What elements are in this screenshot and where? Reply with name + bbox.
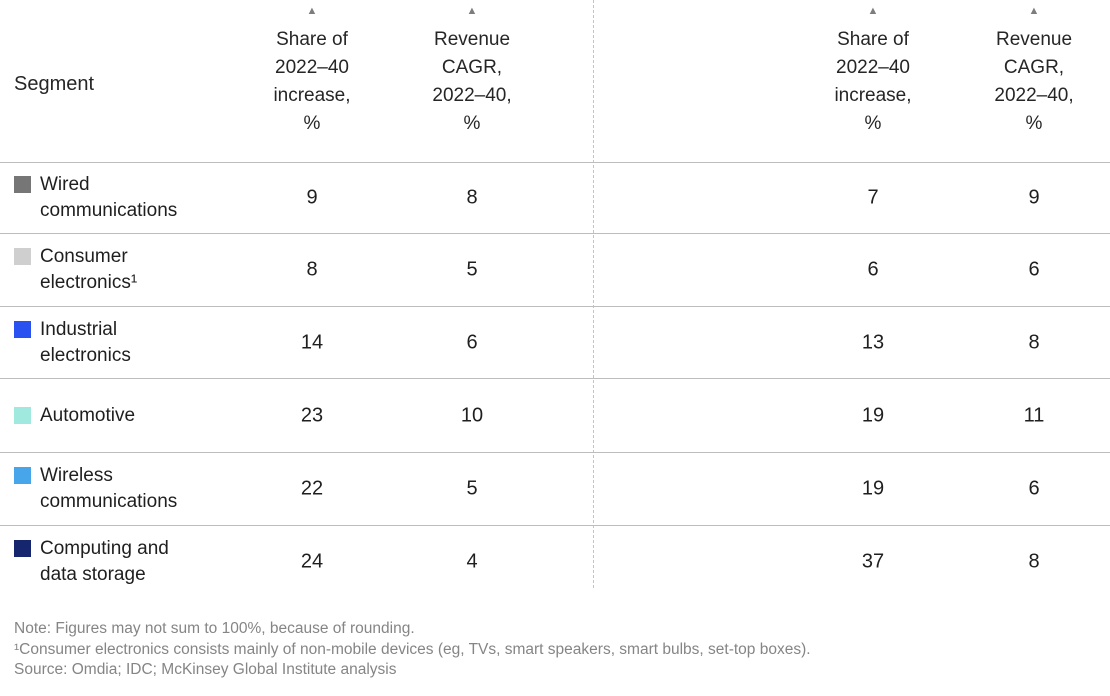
share-of-increase-left: 22 <box>300 477 324 500</box>
share-of-increase-right: 13 <box>861 331 885 353</box>
segment-cell: Consumer electronics¹ <box>14 244 137 296</box>
segment-color-swatch <box>14 320 31 338</box>
share-of-increase-left: 9 <box>306 186 318 209</box>
revenue-cagr-left: 8 <box>466 186 478 209</box>
revenue-cagr-left: 4 <box>466 550 478 573</box>
table-row-industrial-electronics: Industrial electronics 14 6 13 8 <box>0 306 1110 378</box>
share-of-increase-right: 7 <box>867 186 879 209</box>
segment-cell: Industrial electronics <box>14 317 131 369</box>
segment-color-swatch <box>14 248 31 265</box>
segment-cell: Automotive <box>14 403 135 429</box>
segment-column-header: Segment <box>14 73 95 95</box>
revenue-cagr-right: 6 <box>1028 477 1040 500</box>
share-of-increase-left: 8 <box>306 258 318 281</box>
segment-cell: Wireless communications <box>14 463 177 515</box>
header-revenue-cagr-right: ▲ Revenue CAGR, 2022–40, % <box>949 6 1110 138</box>
header-share-of-increase-left: ▲ Share of 2022–40 increase, % <box>227 6 397 138</box>
revenue-cagr-right: 6 <box>1028 258 1040 281</box>
share-of-increase-right: 6 <box>867 258 879 281</box>
table-row-computing-and-data-storage: Computing and data storage 24 4 37 8 <box>0 525 1110 598</box>
segment-color-swatch <box>14 540 31 557</box>
share-of-increase-left: 24 <box>300 550 324 573</box>
header-share-of-increase-right: ▲ Share of 2022–40 increase, % <box>788 6 958 138</box>
header-label: Revenue CAGR, 2022–40, % <box>994 29 1074 134</box>
sort-up-icon: ▲ <box>306 5 318 17</box>
share-of-increase-right: 19 <box>861 477 885 500</box>
revenue-cagr-left: 5 <box>466 258 478 281</box>
source-line: Source: Omdia; IDC; McKinsey Global Inst… <box>14 661 397 678</box>
segment-label: Automotive <box>40 404 136 426</box>
segment-color-swatch <box>14 176 31 193</box>
revenue-cagr-right: 9 <box>1028 186 1040 209</box>
table-row-consumer-electronics: Consumer electronics¹ 8 5 6 6 <box>0 233 1110 306</box>
table-row-wireless-communications: Wireless communications 22 5 19 6 <box>0 452 1110 525</box>
share-of-increase-right: 19 <box>861 404 885 426</box>
revenue-cagr-left: 6 <box>466 331 478 353</box>
revenue-cagr-left: 10 <box>460 404 484 426</box>
header-label: Share of 2022–40 increase, % <box>834 29 912 134</box>
table-row-automotive: Automotive 23 10 19 11 <box>0 378 1110 452</box>
share-of-increase-right: 37 <box>861 550 885 573</box>
segment-cell: Computing and data storage <box>14 536 169 588</box>
sort-up-icon: ▲ <box>1028 5 1040 17</box>
header-revenue-cagr-left: ▲ Revenue CAGR, 2022–40, % <box>387 6 557 138</box>
footer-notes: Note: Figures may not sum to 100%, becau… <box>14 619 1100 681</box>
revenue-cagr-right: 11 <box>1023 404 1045 426</box>
rounding-note: Note: Figures may not sum to 100%, becau… <box>14 620 415 637</box>
revenue-cagr-left: 5 <box>466 477 478 500</box>
segment-label: Computing and data storage <box>40 538 169 585</box>
share-of-increase-left: 14 <box>300 331 324 353</box>
revenue-cagr-right: 8 <box>1028 550 1040 573</box>
segment-cell: Wired communications <box>14 172 177 224</box>
segment-label: Industrial electronics <box>40 318 131 366</box>
segment-color-swatch <box>14 467 31 484</box>
revenue-cagr-right: 8 <box>1028 331 1040 353</box>
table-row-wired-communications: Wired communications 9 8 7 9 <box>0 162 1110 233</box>
sort-up-icon: ▲ <box>867 5 879 17</box>
segment-color-swatch <box>14 406 31 424</box>
header-label: Share of 2022–40 increase, % <box>273 29 351 134</box>
sort-up-icon: ▲ <box>466 5 478 17</box>
column-group-divider <box>593 0 594 588</box>
segment-label: Wired communications <box>40 174 178 221</box>
header-label: Revenue CAGR, 2022–40, % <box>432 29 512 134</box>
segment-label: Wireless communications <box>40 465 178 512</box>
consumer-electronics-footnote: ¹Consumer electronics consists mainly of… <box>14 640 811 658</box>
share-of-increase-left: 23 <box>300 404 324 426</box>
segment-label: Consumer electronics¹ <box>40 246 138 293</box>
